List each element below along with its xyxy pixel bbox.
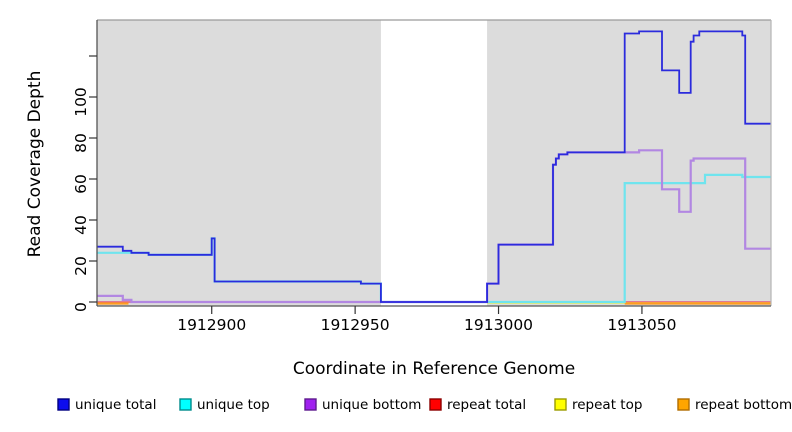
x-tick-label: 1913000 [464,316,533,334]
x-tick-label: 1912900 [177,316,246,334]
legend-swatch-repeat-total [429,398,442,411]
no-data-gap-band [380,20,488,306]
y-tick-label: 40 [72,215,90,235]
y-axis-title: Read Coverage Depth [25,71,45,258]
legend-label: unique top [197,397,270,413]
legend-swatch-unique-bottom [304,398,317,411]
legend-swatch-unique-total [57,398,70,411]
legend-item-repeat-total: repeat total [429,397,526,413]
y-tick-label: 20 [72,256,90,276]
legend-swatch-repeat-bottom [677,398,690,411]
legend-label: repeat bottom [695,397,792,413]
x-tick-label: 1913050 [607,316,676,334]
legend-swatch-unique-top [179,398,192,411]
legend-label: repeat total [447,397,526,413]
legend-item-repeat-top: repeat top [554,397,642,413]
legend-label: unique bottom [322,397,421,413]
legend-label: repeat top [572,397,642,413]
y-tick-label: 0 [72,302,90,312]
y-tick-label: 100 [72,87,90,117]
legend-item-repeat-bottom: repeat bottom [677,397,792,413]
y-tick-label: 80 [72,133,90,153]
x-axis-title: Coordinate in Reference Genome [293,359,575,379]
series-unique-total [97,30,771,303]
legend-item-unique-total: unique total [57,397,156,413]
legend-item-unique-top: unique top [179,397,270,413]
x-tick-label: 1912950 [321,316,390,334]
legend-swatch-repeat-top [554,398,567,411]
y-tick-label: 60 [72,174,90,194]
legend-label: unique total [75,397,156,413]
legend-item-unique-bottom: unique bottom [304,397,421,413]
